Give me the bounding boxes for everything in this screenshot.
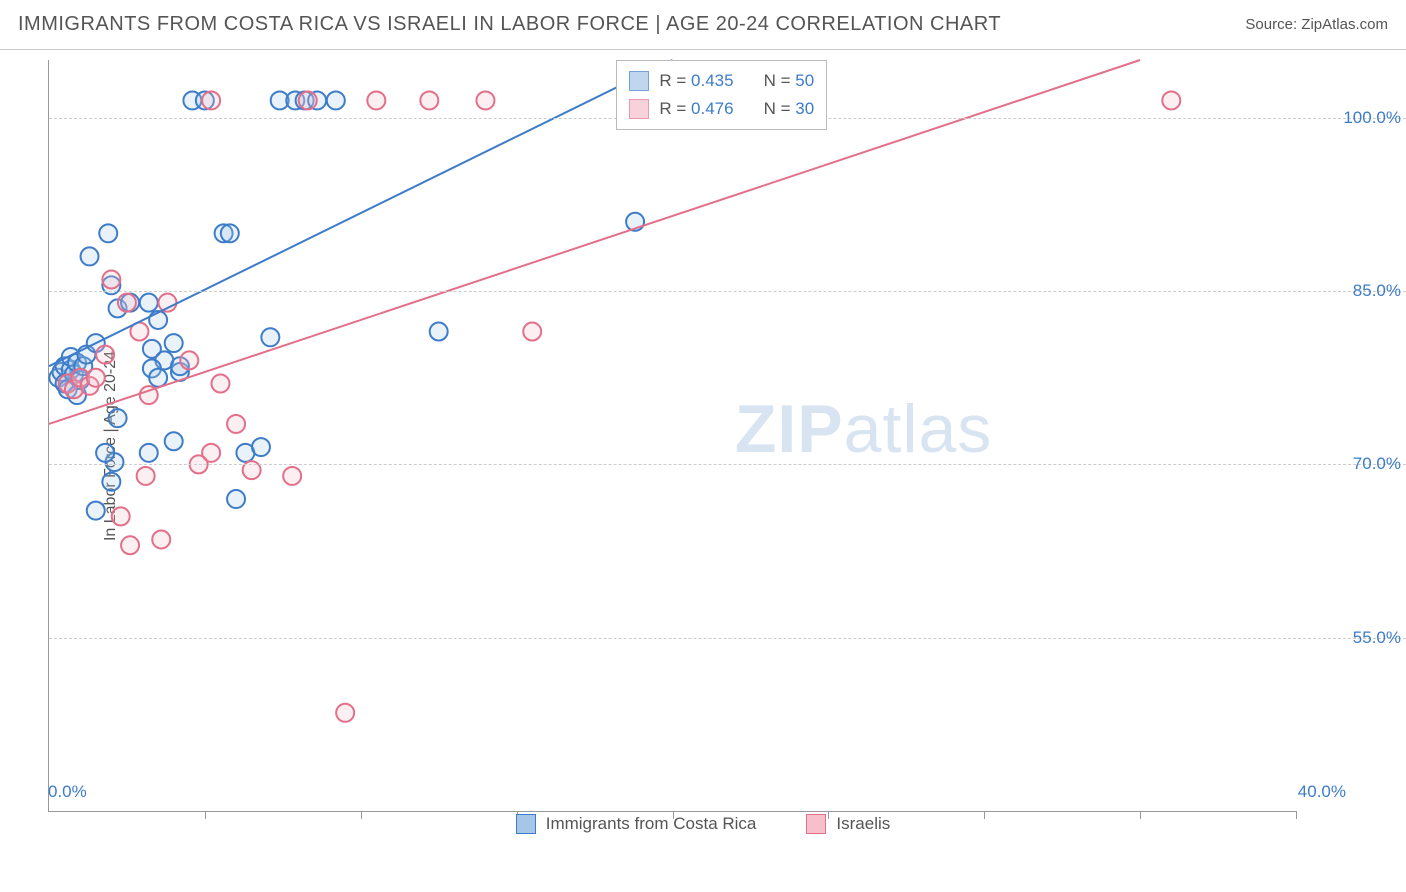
scatter-point [112,507,130,525]
scatter-point [367,91,385,109]
scatter-point [109,409,127,427]
scatter-point [227,415,245,433]
stat-n-label: N = 50 [764,67,815,95]
scatter-point [202,91,220,109]
scatter-point [327,91,345,109]
scatter-point [221,224,239,242]
scatter-point [336,704,354,722]
legend-label: Israelis [836,814,890,834]
scatter-point [96,346,114,364]
legend-swatch-icon [629,71,649,91]
scatter-point [1162,91,1180,109]
scatter-point [430,323,448,341]
y-tick-label: 85.0% [1301,281,1401,301]
scatter-point [211,375,229,393]
plot-wrapper: In Labor Force | Age 20-24 55.0%70.0%85.… [0,50,1406,842]
stat-r-label: R = 0.435 [659,67,733,95]
scatter-point [81,247,99,265]
y-tick-label: 100.0% [1301,108,1401,128]
gridline-h [49,291,1406,292]
scatter-point [227,490,245,508]
scatter-point [252,438,270,456]
x-tick-label: 0.0% [48,782,87,802]
scatter-point [165,334,183,352]
scatter-point [118,294,136,312]
scatter-point [152,530,170,548]
scatter-point [261,328,279,346]
scatter-point [476,91,494,109]
trend-line [49,60,1140,424]
y-tick-label: 70.0% [1301,454,1401,474]
scatter-point [299,91,317,109]
scatter-point [99,224,117,242]
gridline-h [49,464,1406,465]
legend-label: Immigrants from Costa Rica [546,814,757,834]
stat-r-label: R = 0.476 [659,95,733,123]
source-prefix: Source: [1245,16,1301,33]
scatter-point [523,323,541,341]
scatter-point [149,369,167,387]
correlation-legend-row: R = 0.435 N = 50 [629,67,814,95]
scatter-point [87,502,105,520]
scatter-point [140,444,158,462]
scatter-svg [49,60,1296,811]
scatter-point [102,473,120,491]
source-name: ZipAtlas.com [1301,16,1388,33]
scatter-point [420,91,438,109]
legend-bottom: Immigrants from Costa Rica Israelis [0,814,1406,834]
source-attribution: Source: ZipAtlas.com [1245,16,1388,33]
scatter-point [283,467,301,485]
legend-item-costa-rica: Immigrants from Costa Rica [516,814,757,834]
scatter-point [102,271,120,289]
y-tick-label: 55.0% [1301,628,1401,648]
legend-swatch-icon [806,814,826,834]
scatter-point [96,444,114,462]
correlation-legend-row: R = 0.476 N = 30 [629,95,814,123]
chart-title: IMMIGRANTS FROM COSTA RICA VS ISRAELI IN… [18,13,1001,36]
scatter-point [121,536,139,554]
gridline-h [49,638,1406,639]
plot-area: 55.0%70.0%85.0%100.0%ZIPatlasR = 0.435N … [48,60,1296,812]
scatter-point [140,294,158,312]
legend-swatch-icon [629,99,649,119]
scatter-point [180,351,198,369]
stat-n-label: N = 30 [764,95,815,123]
scatter-point [137,467,155,485]
legend-item-israelis: Israelis [806,814,890,834]
correlation-legend: R = 0.435 N = 50 R = 0.476 N = 30 [616,60,827,130]
legend-swatch-icon [516,814,536,834]
scatter-point [165,432,183,450]
x-tick-label: 40.0% [1298,782,1346,802]
chart-header: IMMIGRANTS FROM COSTA RICA VS ISRAELI IN… [0,0,1406,50]
scatter-point [87,369,105,387]
